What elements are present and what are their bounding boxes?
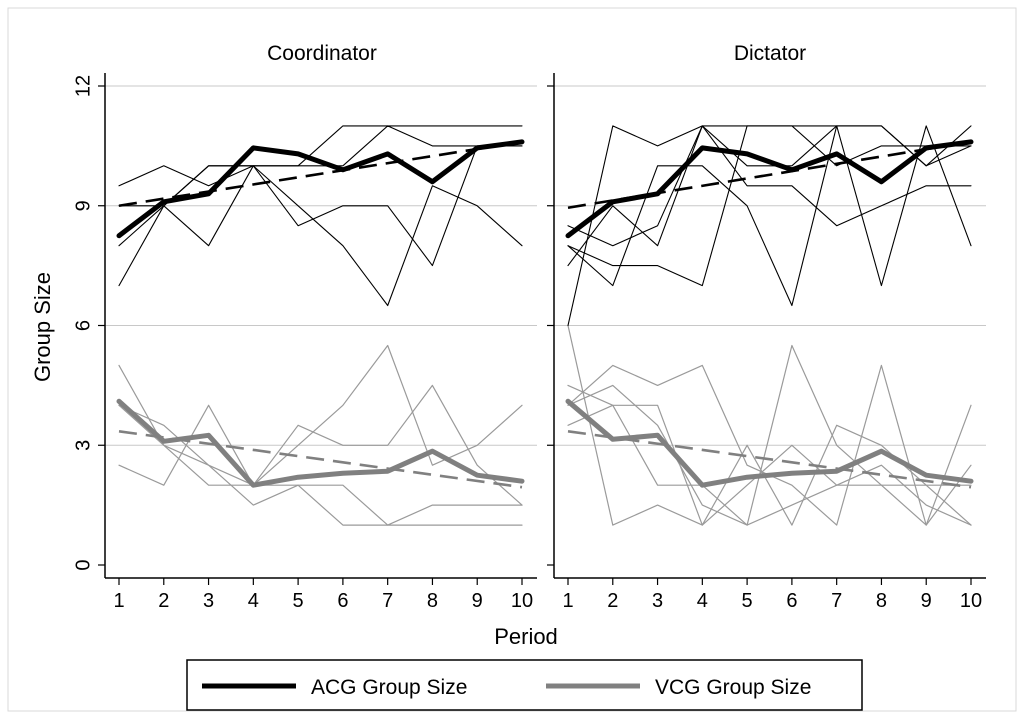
panel-0-vcg-group-line-0 xyxy=(118,364,523,506)
panel-1-vcg-trend-line xyxy=(567,429,972,489)
panel-1-vcg-group-line-1 xyxy=(567,344,972,526)
panel-0-x-tick-label-2: 2 xyxy=(158,590,169,612)
y-axis-label: Group Size xyxy=(30,272,55,382)
panel-1-acg-group-line-4 xyxy=(567,125,972,247)
panel-0-x-tick-label-8: 8 xyxy=(427,590,438,612)
panel-0-acg-group-line-3 xyxy=(118,125,523,207)
panel-1-acg-mean-line xyxy=(565,139,974,239)
panel-1-x-tick-label-4: 4 xyxy=(697,590,708,612)
panel-1-x-tick-label-10: 10 xyxy=(960,590,982,612)
panel-1-x-tick-label-2: 2 xyxy=(607,590,618,612)
panel-0-x-tick-label-6: 6 xyxy=(337,590,348,612)
legend-label-acg: ACG Group Size xyxy=(311,676,467,699)
panel-1-x-tick-label-7: 7 xyxy=(831,590,842,612)
panel-0-acg-group-line-2 xyxy=(118,145,523,287)
panel-1-acg-group-line-2 xyxy=(567,125,972,267)
panel-1-x-tick-label-1: 1 xyxy=(562,590,573,612)
panel-1-x-tick-label-3: 3 xyxy=(652,590,663,612)
legend-box xyxy=(186,659,863,711)
panel-0-x-tick-label-5: 5 xyxy=(293,590,304,612)
x-axis-label: Period xyxy=(494,624,558,649)
panel-0-vcg-group-line-2 xyxy=(118,344,523,486)
y-tick-label-9: 9 xyxy=(72,200,94,211)
y-tick-label-12: 12 xyxy=(72,75,94,97)
figure-frame xyxy=(7,7,1017,712)
panel-0-x-tick-label-1: 1 xyxy=(113,590,124,612)
panel-0-x-tick-label-3: 3 xyxy=(203,590,214,612)
legend: ACG Group Size VCG Group Size xyxy=(186,659,863,711)
panel-1-x-tick-label-8: 8 xyxy=(876,590,887,612)
panel-title-dictator: Dictator xyxy=(734,42,806,65)
panel-1-x-tick-label-5: 5 xyxy=(742,590,753,612)
panel-0-vcg-group-line-3 xyxy=(118,404,523,526)
panel-title-coordinator: Coordinator xyxy=(267,42,377,65)
panel-0-x-tick-label-4: 4 xyxy=(248,590,259,612)
panel-1-vcg-mean-line xyxy=(565,398,974,488)
panel-1-vcg-group-line-4 xyxy=(567,384,972,526)
panel-0-x-tick-label-7: 7 xyxy=(382,590,393,612)
panel-1-x-tick-label-9: 9 xyxy=(921,590,932,612)
panel-0-acg-group-line-0 xyxy=(118,125,523,187)
y-tick-label-3: 3 xyxy=(72,440,94,451)
legend-label-vcg: VCG Group Size xyxy=(655,676,811,699)
panel-0-acg-trend-line xyxy=(118,140,523,208)
panel-1-x-tick-label-6: 6 xyxy=(786,590,797,612)
panel-0-x-tick-label-9: 9 xyxy=(472,590,483,612)
panel-0-vcg-mean-line xyxy=(116,398,525,488)
panel-0-acg-mean-line xyxy=(116,139,525,239)
y-tick-label-6: 6 xyxy=(72,320,94,331)
y-tick-label-0: 0 xyxy=(72,559,94,570)
panel-0-x-tick-label-10: 10 xyxy=(511,590,533,612)
